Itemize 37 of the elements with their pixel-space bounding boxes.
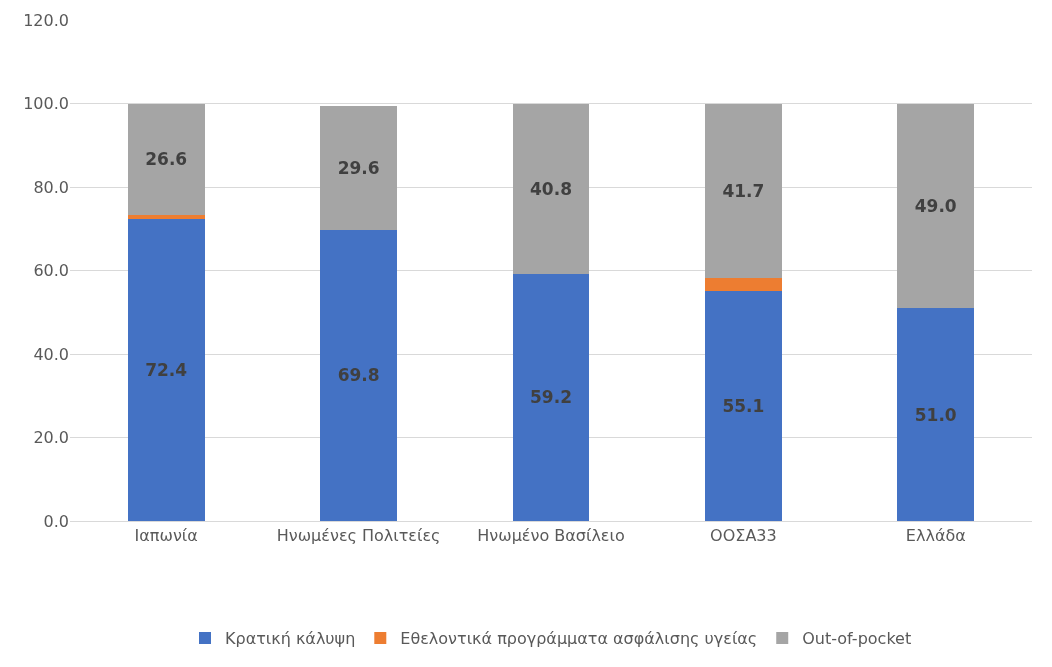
x-tick-label: Ιαπωνία — [134, 526, 198, 546]
data-label: 49.0 — [914, 195, 957, 216]
bar — [512, 273, 590, 521]
data-label: 41.7 — [722, 180, 765, 201]
data-label: 59.2 — [530, 387, 572, 408]
bar — [704, 277, 782, 291]
y-tick-label: 60.0 — [33, 261, 69, 281]
data-label: 29.6 — [337, 157, 380, 178]
legend-label: Εθελοντικά προγράμματα ασφάλισης υγείας — [400, 629, 758, 649]
bar — [897, 103, 975, 309]
data-label: 69.8 — [337, 365, 380, 386]
y-tick-label: 100.0 — [23, 94, 69, 114]
data-label: 55.1 — [722, 395, 765, 416]
bar — [704, 103, 782, 278]
y-tick-label: 40.0 — [33, 344, 69, 364]
legend-label: Κρατική κάλυψη — [225, 629, 356, 649]
bar — [704, 290, 782, 521]
data-label: 26.6 — [145, 149, 188, 170]
y-tick-label: 0.0 — [43, 511, 69, 531]
x-tick-label: Ηνωμένες Πολιτείες — [276, 526, 441, 546]
x-tick-label: ΟΟΣΑ33 — [710, 526, 777, 546]
data-label: 51.0 — [914, 404, 957, 425]
bar — [320, 106, 398, 230]
bar — [127, 103, 205, 215]
y-tick-label: 120.0 — [23, 10, 69, 30]
y-tick-label: 20.0 — [33, 428, 69, 448]
bar — [512, 103, 590, 274]
x-tick-label: Ηνωμένο Βασίλειο — [477, 526, 625, 546]
bar — [897, 308, 975, 521]
bar — [127, 218, 205, 521]
y-tick-label: 80.0 — [33, 177, 69, 197]
x-tick-label: Ελλάδα — [905, 526, 966, 546]
bar — [127, 214, 205, 219]
bar — [320, 229, 398, 521]
legend-label: Out-of-pocket — [802, 629, 912, 649]
data-label: 72.4 — [145, 359, 188, 380]
data-label: 40.8 — [530, 178, 572, 199]
